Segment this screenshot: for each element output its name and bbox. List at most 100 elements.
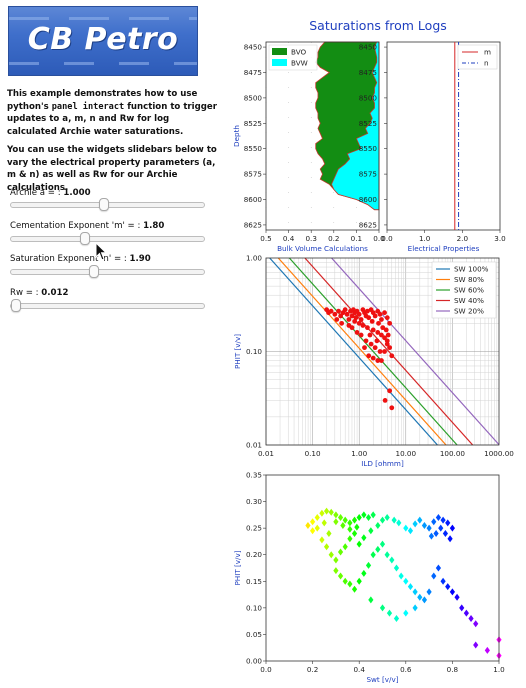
pk-xtick-label: 0.10: [305, 449, 321, 458]
xp-data-point: [342, 577, 348, 585]
pk-sw-line: [331, 258, 499, 445]
pk-ylabel: PHIT [v/v]: [233, 334, 242, 369]
xp-data-point: [305, 521, 311, 529]
xp-data-point: [463, 609, 469, 617]
bvo-legend-swatch: [272, 48, 287, 55]
bvw-legend-label: BVW: [291, 59, 308, 68]
pk-data-point: [377, 349, 383, 354]
xp-data-point: [421, 596, 428, 604]
xp-data-point: [421, 521, 428, 529]
description-intro: This example demonstrates how to use pyt…: [7, 89, 198, 112]
bv-ytick-label: 8475: [244, 68, 262, 77]
bv-inner-ytick-label: 8625: [359, 220, 377, 229]
xp-data-point: [354, 523, 360, 531]
bv-ytick-label: 8575: [244, 170, 262, 179]
rw-slider-handle[interactable]: [11, 299, 21, 312]
pk-data-point: [383, 327, 389, 333]
pk-data-point: [365, 325, 370, 331]
xp-xtick-label: 0.6: [400, 665, 412, 674]
xp-data-point: [431, 572, 437, 580]
xp-data-point: [412, 588, 418, 596]
xp-data-point: [379, 604, 386, 612]
bv-xtick-label: 0.0: [373, 234, 385, 243]
bv-inner-ytick-label: 8525: [359, 119, 377, 128]
xp-ytick-label: 0.20: [246, 550, 262, 559]
xp-data-point: [347, 525, 353, 533]
bv-inner-ytick-label: 8550: [359, 144, 378, 153]
pk-data-point: [387, 320, 393, 326]
logo-text: CB Petro: [27, 22, 179, 57]
rw-name: Rw = :: [10, 288, 42, 298]
saturation-n-slider-handle[interactable]: [89, 265, 100, 278]
bv-xtick-label: 0.5: [260, 234, 271, 243]
pk-data-point: [356, 311, 362, 317]
electrical-properties-panel: 0.0 1.0 2.0 3.0 Electrical Properties mn: [381, 41, 506, 253]
xp-ytick-label: 0.05: [246, 630, 262, 639]
xp-data-point: [412, 520, 418, 528]
pk-data-point: [358, 332, 364, 338]
pk-data-point: [374, 338, 380, 344]
xp-data-point: [337, 572, 344, 580]
pk-data-point: [384, 341, 390, 347]
xp-data-point: [403, 609, 409, 617]
archie-a-name: Archie a = :: [10, 188, 64, 198]
xp-data-point: [386, 609, 393, 617]
pk-legend-label: SW 60%: [454, 286, 484, 295]
pk-data-point: [342, 307, 348, 313]
pk-data-point: [365, 308, 370, 314]
ep-xlabel: Electrical Properties: [408, 244, 480, 253]
pk-ytick-label: 1.00: [246, 254, 262, 263]
pk-data-point: [375, 358, 381, 363]
pk-data-point: [389, 405, 395, 411]
mouse-pointer-icon: [95, 242, 108, 261]
bvw-area: [331, 41, 380, 211]
archie-a-slider[interactable]: [10, 198, 205, 211]
pk-data-point: [379, 358, 384, 363]
cementation-m-name: Cementation Exponent 'm' = :: [10, 221, 144, 231]
ep-legend-label-m: m: [484, 48, 491, 57]
pk-data-point: [328, 308, 334, 314]
saturation-n-name: Saturation Exponent 'n' = :: [10, 254, 130, 264]
pk-data-point: [354, 330, 360, 335]
archie-a-slider-handle[interactable]: [98, 198, 109, 211]
pk-data-point: [332, 311, 338, 317]
bv-frame: [265, 41, 380, 231]
xp-xtick-label: 0.8: [447, 665, 459, 674]
pk-sw-line: [269, 258, 438, 445]
bv-xtick-label: 0.3: [305, 234, 316, 243]
pk-data-point: [370, 355, 376, 361]
rw-value: 0.012: [41, 288, 69, 298]
xp-data-point: [445, 583, 451, 591]
xp-ytick-label: 0.00: [246, 657, 262, 666]
pk-data-point: [384, 315, 390, 321]
cementation-m-slider[interactable]: [10, 232, 205, 245]
pk-data-point: [367, 332, 373, 338]
cementation-m-slider-handle[interactable]: [80, 232, 90, 245]
pk-data-point: [360, 323, 366, 328]
control-panel: CB Petro This example demonstrates how t…: [0, 0, 228, 688]
bv-xtick-label: 0.2: [328, 234, 339, 243]
bv-ytick-label: 8550: [244, 144, 263, 153]
description-paragraph-1: This example demonstrates how to use pyt…: [7, 88, 217, 138]
xp-data-point: [447, 535, 453, 543]
ep-legend-box: [457, 44, 498, 70]
bvw-legend-swatch: [272, 59, 287, 66]
bv-ytick-label: 8600: [244, 195, 263, 204]
xp-data-point: [403, 577, 409, 585]
xp-data-point: [347, 580, 353, 588]
xp-data-point: [428, 532, 435, 540]
bv-ytick-label: 8625: [244, 220, 262, 229]
xp-xlabel: Swt [v/v]: [366, 675, 398, 684]
rw-slider[interactable]: [10, 299, 205, 312]
ep-xtick-label: 3.0: [494, 234, 506, 243]
pickett-plot-panel: 0.01 0.10 1.00 10.00 100.00 1000.00 0.01 0.10 1.…: [233, 254, 514, 469]
bv-ytick-label: 8450: [244, 43, 263, 52]
xp-data-point: [473, 620, 479, 628]
xp-data-point: [342, 516, 348, 524]
pk-data-point: [372, 345, 378, 351]
pk-data-point: [379, 317, 384, 322]
xp-data-point: [454, 593, 460, 601]
saturation-n-value: 1.90: [129, 254, 151, 264]
description-code: panel interact: [51, 101, 125, 112]
saturation-n-slider[interactable]: [10, 265, 205, 278]
